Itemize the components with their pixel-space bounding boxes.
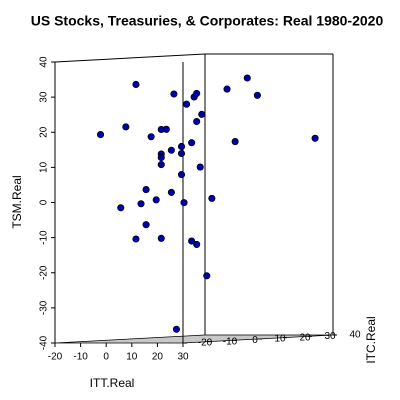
z-tick-label: 20 (39, 126, 50, 138)
point (203, 272, 211, 280)
y-tick-label: -10 (223, 336, 238, 347)
point (152, 196, 160, 204)
point (223, 85, 231, 93)
point (311, 134, 319, 142)
y-tick-label: 20 (299, 332, 311, 343)
point (172, 325, 180, 333)
y-tick-label: -20 (198, 338, 213, 349)
box-edge (54, 53, 206, 63)
z-tick-label: 0 (39, 199, 50, 205)
z-tick-label: 10 (39, 161, 50, 173)
point (157, 161, 165, 169)
z-axis-label: TSM.Real (10, 175, 24, 228)
point (157, 234, 165, 242)
point (132, 80, 140, 89)
z-tick-label: 40 (39, 56, 50, 68)
point (177, 171, 186, 179)
point (147, 133, 155, 141)
z-tick-label: -30 (39, 300, 50, 315)
x-axis-label: ITT.Real (90, 376, 135, 390)
x-tick-label: 0 (103, 352, 109, 363)
point (132, 235, 140, 243)
z-tick-label: -40 (39, 335, 50, 350)
point (188, 237, 196, 245)
floor-plane (54, 334, 334, 344)
point (208, 194, 216, 202)
x-tick-label: 20 (152, 352, 164, 363)
point (196, 163, 204, 171)
x-tick-label: -20 (48, 352, 63, 363)
point (170, 90, 178, 98)
point (177, 149, 186, 158)
y-tick-label: 10 (274, 334, 286, 345)
point (177, 142, 186, 151)
point (188, 139, 196, 147)
x-tick-label: -10 (73, 352, 88, 363)
point (167, 146, 175, 154)
point (157, 154, 165, 162)
point (180, 199, 188, 207)
point (231, 138, 239, 146)
point (193, 240, 201, 248)
point (96, 131, 105, 139)
point (243, 74, 251, 82)
point (142, 186, 150, 194)
y-tick-label: 30 (324, 331, 336, 342)
point (167, 188, 175, 196)
point (142, 221, 150, 229)
point (193, 89, 201, 97)
point (162, 125, 170, 133)
point (193, 117, 201, 126)
point (117, 204, 125, 212)
x-tick-label: 10 (126, 352, 138, 363)
y-tick-label: 40 (349, 330, 361, 341)
y-tick-label: 0 (252, 335, 258, 346)
chart-title: US Stocks, Treasuries, & Corporates: Rea… (31, 13, 384, 29)
z-tick-label: -20 (39, 265, 50, 280)
point (253, 91, 261, 99)
point (137, 200, 145, 208)
point (198, 110, 206, 118)
z-tick-label: 30 (39, 91, 50, 103)
point (122, 123, 130, 131)
point (183, 100, 191, 108)
y-axis-label: ITC.Real (364, 316, 378, 363)
z-tick-label: -10 (39, 230, 50, 245)
x-tick-label: 30 (177, 352, 189, 363)
